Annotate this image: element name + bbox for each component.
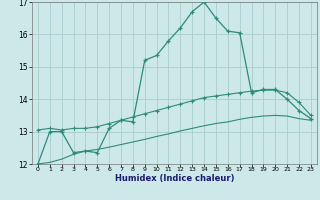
X-axis label: Humidex (Indice chaleur): Humidex (Indice chaleur) bbox=[115, 174, 234, 183]
